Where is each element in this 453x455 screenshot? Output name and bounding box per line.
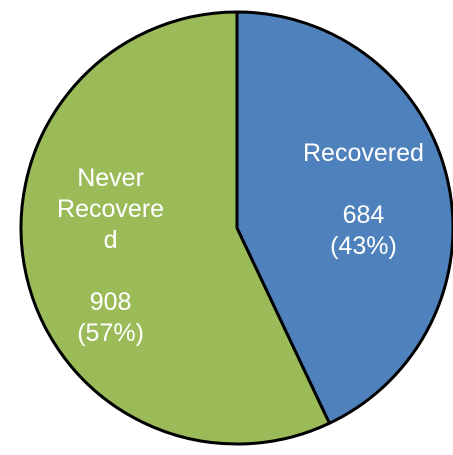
percent-label: (57%) [77, 319, 144, 348]
value-label: 908 [89, 288, 132, 317]
slice-label: Never Recovered 908 (57%) [53, 163, 168, 349]
slice-label: Recovered 684 (43%) [288, 138, 438, 262]
pie-slice [19, 10, 331, 446]
category-label: Recovered [302, 138, 424, 167]
percent-label: (43%) [330, 231, 397, 260]
value-label: 684 [342, 200, 385, 229]
pie-slice [235, 10, 453, 425]
category-label: Never Recovered [57, 164, 165, 255]
